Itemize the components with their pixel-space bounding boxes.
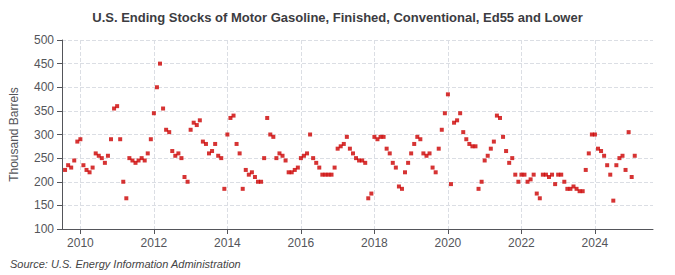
svg-text:2024: 2024: [582, 236, 609, 250]
svg-text:200: 200: [34, 175, 54, 189]
svg-text:500: 500: [34, 33, 54, 47]
svg-text:Source: U.S. Energy Informatio: Source: U.S. Energy Information Administ…: [10, 258, 241, 270]
svg-text:150: 150: [34, 198, 54, 212]
svg-text:2012: 2012: [141, 236, 168, 250]
svg-text:400: 400: [34, 80, 54, 94]
svg-text:U.S. Ending Stocks of Motor Ga: U.S. Ending Stocks of Motor Gasoline, Fi…: [92, 10, 582, 25]
svg-text:350: 350: [34, 104, 54, 118]
svg-text:2022: 2022: [508, 236, 535, 250]
svg-text:450: 450: [34, 57, 54, 71]
svg-text:2014: 2014: [214, 236, 241, 250]
svg-text:2016: 2016: [288, 236, 315, 250]
svg-text:Thousand Barrels: Thousand Barrels: [7, 87, 21, 182]
svg-text:250: 250: [34, 151, 54, 165]
svg-text:2018: 2018: [361, 236, 388, 250]
svg-text:300: 300: [34, 128, 54, 142]
svg-text:100: 100: [34, 222, 54, 236]
svg-text:2010: 2010: [67, 236, 94, 250]
svg-text:2020: 2020: [435, 236, 462, 250]
